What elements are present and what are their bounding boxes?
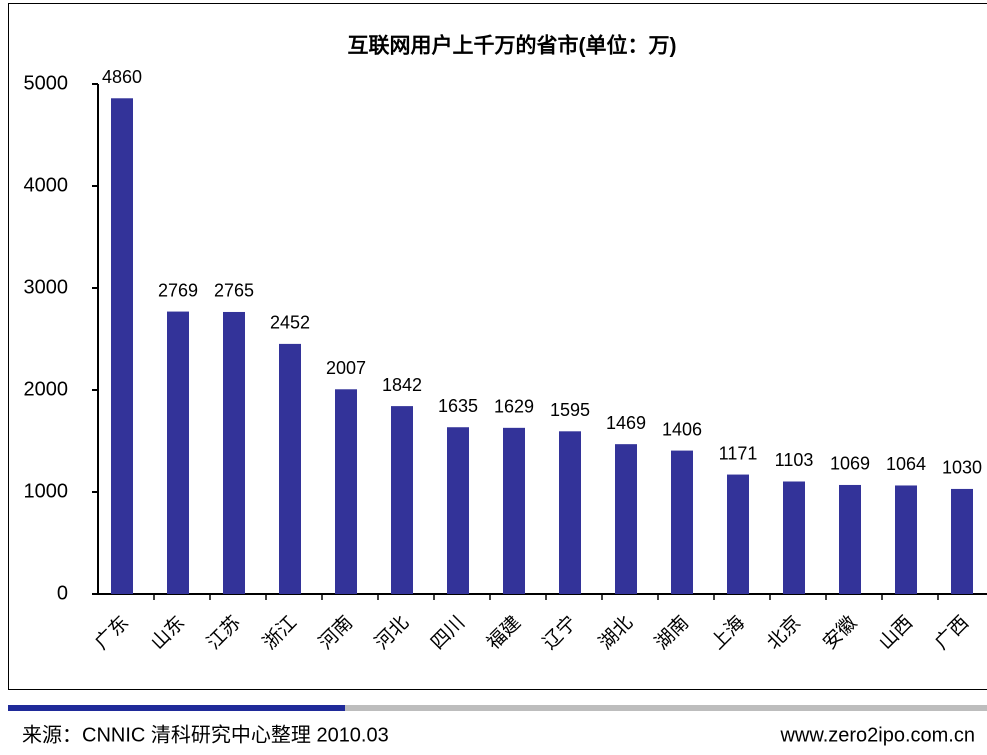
data-label: 2769 [158, 280, 198, 300]
footer-bar-blue [8, 705, 345, 711]
bar [447, 427, 469, 594]
bar [839, 484, 861, 594]
x-tick-label: 山西 [875, 612, 917, 654]
data-label: 4860 [102, 67, 142, 87]
x-tick-label: 广西 [931, 612, 973, 654]
bar [223, 311, 245, 594]
bar [279, 343, 301, 594]
data-label: 1469 [606, 413, 646, 433]
bar [559, 431, 581, 594]
data-label: 1171 [719, 443, 758, 463]
y-tick-label: 5000 [24, 72, 69, 94]
x-tick-label: 安徽 [819, 612, 861, 654]
x-tick-label: 江苏 [203, 612, 245, 654]
data-label: 2007 [326, 358, 366, 378]
bar [391, 406, 413, 594]
y-tick-label: 4000 [24, 174, 69, 196]
bar [951, 488, 973, 594]
data-label: 1069 [830, 454, 870, 474]
x-tick-label: 湖北 [595, 612, 637, 654]
data-label: 1635 [438, 396, 478, 416]
bar [783, 481, 805, 594]
y-tick-label: 2000 [24, 378, 69, 400]
bar [615, 444, 637, 594]
x-tick-label: 山东 [147, 612, 189, 654]
data-label: 1064 [886, 454, 926, 474]
bar [671, 450, 693, 594]
chart-title: 互联网用户上千万的省市(单位：万) [348, 34, 677, 58]
data-label: 1629 [494, 397, 534, 417]
bar [335, 389, 357, 594]
footer-url: www.zero2ipo.com.cn [779, 724, 975, 746]
x-tick-label: 浙江 [259, 612, 301, 654]
footer-bar-grey [345, 705, 987, 711]
bar [167, 311, 189, 594]
x-tick-label: 福建 [483, 612, 525, 654]
data-label: 1030 [942, 458, 982, 478]
x-tick-label: 河北 [371, 612, 413, 654]
x-tick-label: 北京 [763, 612, 805, 654]
data-label: 2765 [214, 281, 254, 301]
y-tick-label: 0 [57, 582, 68, 604]
chart-border [8, 3, 987, 690]
x-tick-label: 广东 [91, 612, 133, 654]
bar [503, 427, 525, 594]
x-tick-label: 四川 [427, 612, 469, 654]
y-tick-label: 3000 [24, 276, 69, 298]
data-label: 1103 [775, 450, 814, 470]
data-label: 1406 [662, 419, 702, 439]
y-tick-label: 1000 [24, 480, 69, 502]
x-tick-label: 辽宁 [539, 612, 581, 654]
data-label: 1842 [382, 375, 422, 395]
data-label: 2452 [270, 313, 310, 333]
data-label: 1595 [550, 400, 590, 420]
bar [111, 98, 133, 594]
bar [895, 485, 917, 594]
x-tick-label: 河南 [315, 612, 357, 654]
footer-source: 来源：CNNIC 清科研究中心整理 2010.03 [22, 723, 389, 746]
x-tick-label: 上海 [707, 612, 749, 654]
bar [727, 474, 749, 594]
x-tick-label: 湖南 [651, 612, 693, 654]
